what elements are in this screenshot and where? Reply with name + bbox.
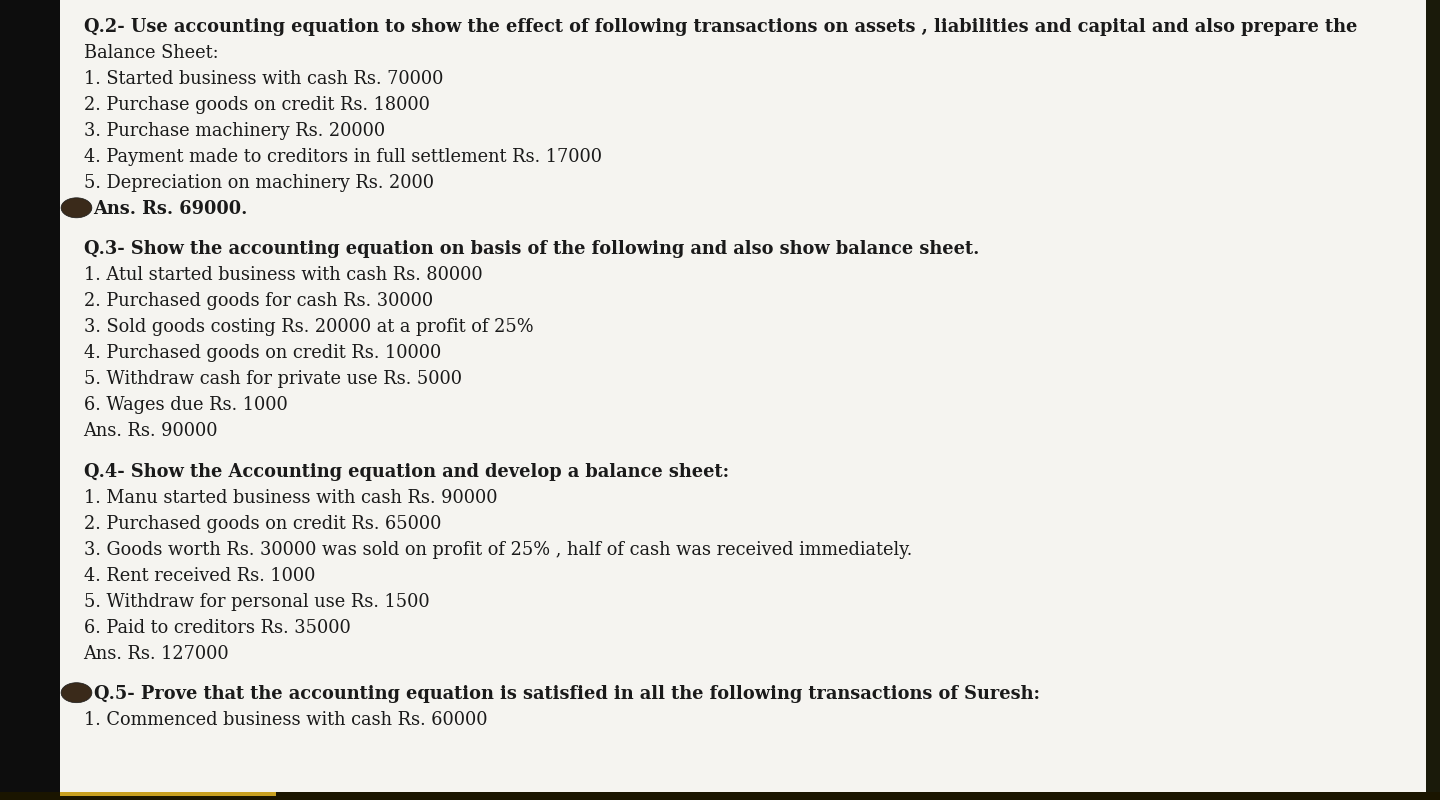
Text: 2. Purchased goods for cash Rs. 30000: 2. Purchased goods for cash Rs. 30000 (84, 292, 432, 310)
Text: Ans. Rs. 90000: Ans. Rs. 90000 (84, 422, 217, 440)
Text: 2. Purchase goods on credit Rs. 18000: 2. Purchase goods on credit Rs. 18000 (84, 96, 429, 114)
Text: 2. Purchased goods on credit Rs. 65000: 2. Purchased goods on credit Rs. 65000 (84, 514, 441, 533)
Text: Balance Sheet:: Balance Sheet: (84, 44, 217, 62)
Bar (0, 0, 60, 800)
Text: Ans. Rs. 69000.: Ans. Rs. 69000. (94, 200, 248, 218)
Text: 4. Payment made to creditors in full settlement Rs. 17000: 4. Payment made to creditors in full set… (84, 148, 602, 166)
Bar (1426, 0, 1440, 800)
Text: 3. Sold goods costing Rs. 20000 at a profit of 25%: 3. Sold goods costing Rs. 20000 at a pro… (84, 318, 533, 336)
Text: Q.4- Show the Accounting equation and develop a balance sheet:: Q.4- Show the Accounting equation and de… (84, 462, 729, 481)
Text: 4. Purchased goods on credit Rs. 10000: 4. Purchased goods on credit Rs. 10000 (84, 344, 441, 362)
Text: 6. Wages due Rs. 1000: 6. Wages due Rs. 1000 (84, 396, 287, 414)
Text: Q.3- Show the accounting equation on basis of the following and also show balanc: Q.3- Show the accounting equation on bas… (84, 240, 979, 258)
Text: 1. Commenced business with cash Rs. 60000: 1. Commenced business with cash Rs. 6000… (84, 711, 487, 729)
Text: 5. Withdraw cash for private use Rs. 5000: 5. Withdraw cash for private use Rs. 500… (84, 370, 461, 388)
Text: 3. Goods worth Rs. 30000 was sold on profit of 25% , half of cash was received i: 3. Goods worth Rs. 30000 was sold on pro… (84, 541, 912, 558)
Text: 1. Atul started business with cash Rs. 80000: 1. Atul started business with cash Rs. 8… (84, 266, 482, 284)
Text: Q.2- Use accounting equation to show the effect of following transactions on ass: Q.2- Use accounting equation to show the… (84, 18, 1356, 36)
Text: 5. Depreciation on machinery Rs. 2000: 5. Depreciation on machinery Rs. 2000 (84, 174, 433, 192)
Text: 6. Paid to creditors Rs. 35000: 6. Paid to creditors Rs. 35000 (84, 618, 350, 637)
Text: 4. Rent received Rs. 1000: 4. Rent received Rs. 1000 (84, 566, 315, 585)
Text: 3. Purchase machinery Rs. 20000: 3. Purchase machinery Rs. 20000 (84, 122, 384, 140)
Bar (0, 792, 1440, 800)
Text: 1. Started business with cash Rs. 70000: 1. Started business with cash Rs. 70000 (84, 70, 444, 88)
Text: Ans. Rs. 127000: Ans. Rs. 127000 (84, 645, 229, 662)
Text: Q.5- Prove that the accounting equation is satisfied in all the following transa: Q.5- Prove that the accounting equation … (94, 685, 1040, 703)
Ellipse shape (60, 198, 92, 218)
Bar (60, 792, 276, 796)
Ellipse shape (60, 682, 92, 702)
Text: 1. Manu started business with cash Rs. 90000: 1. Manu started business with cash Rs. 9… (84, 489, 497, 506)
Text: 5. Withdraw for personal use Rs. 1500: 5. Withdraw for personal use Rs. 1500 (84, 593, 429, 610)
